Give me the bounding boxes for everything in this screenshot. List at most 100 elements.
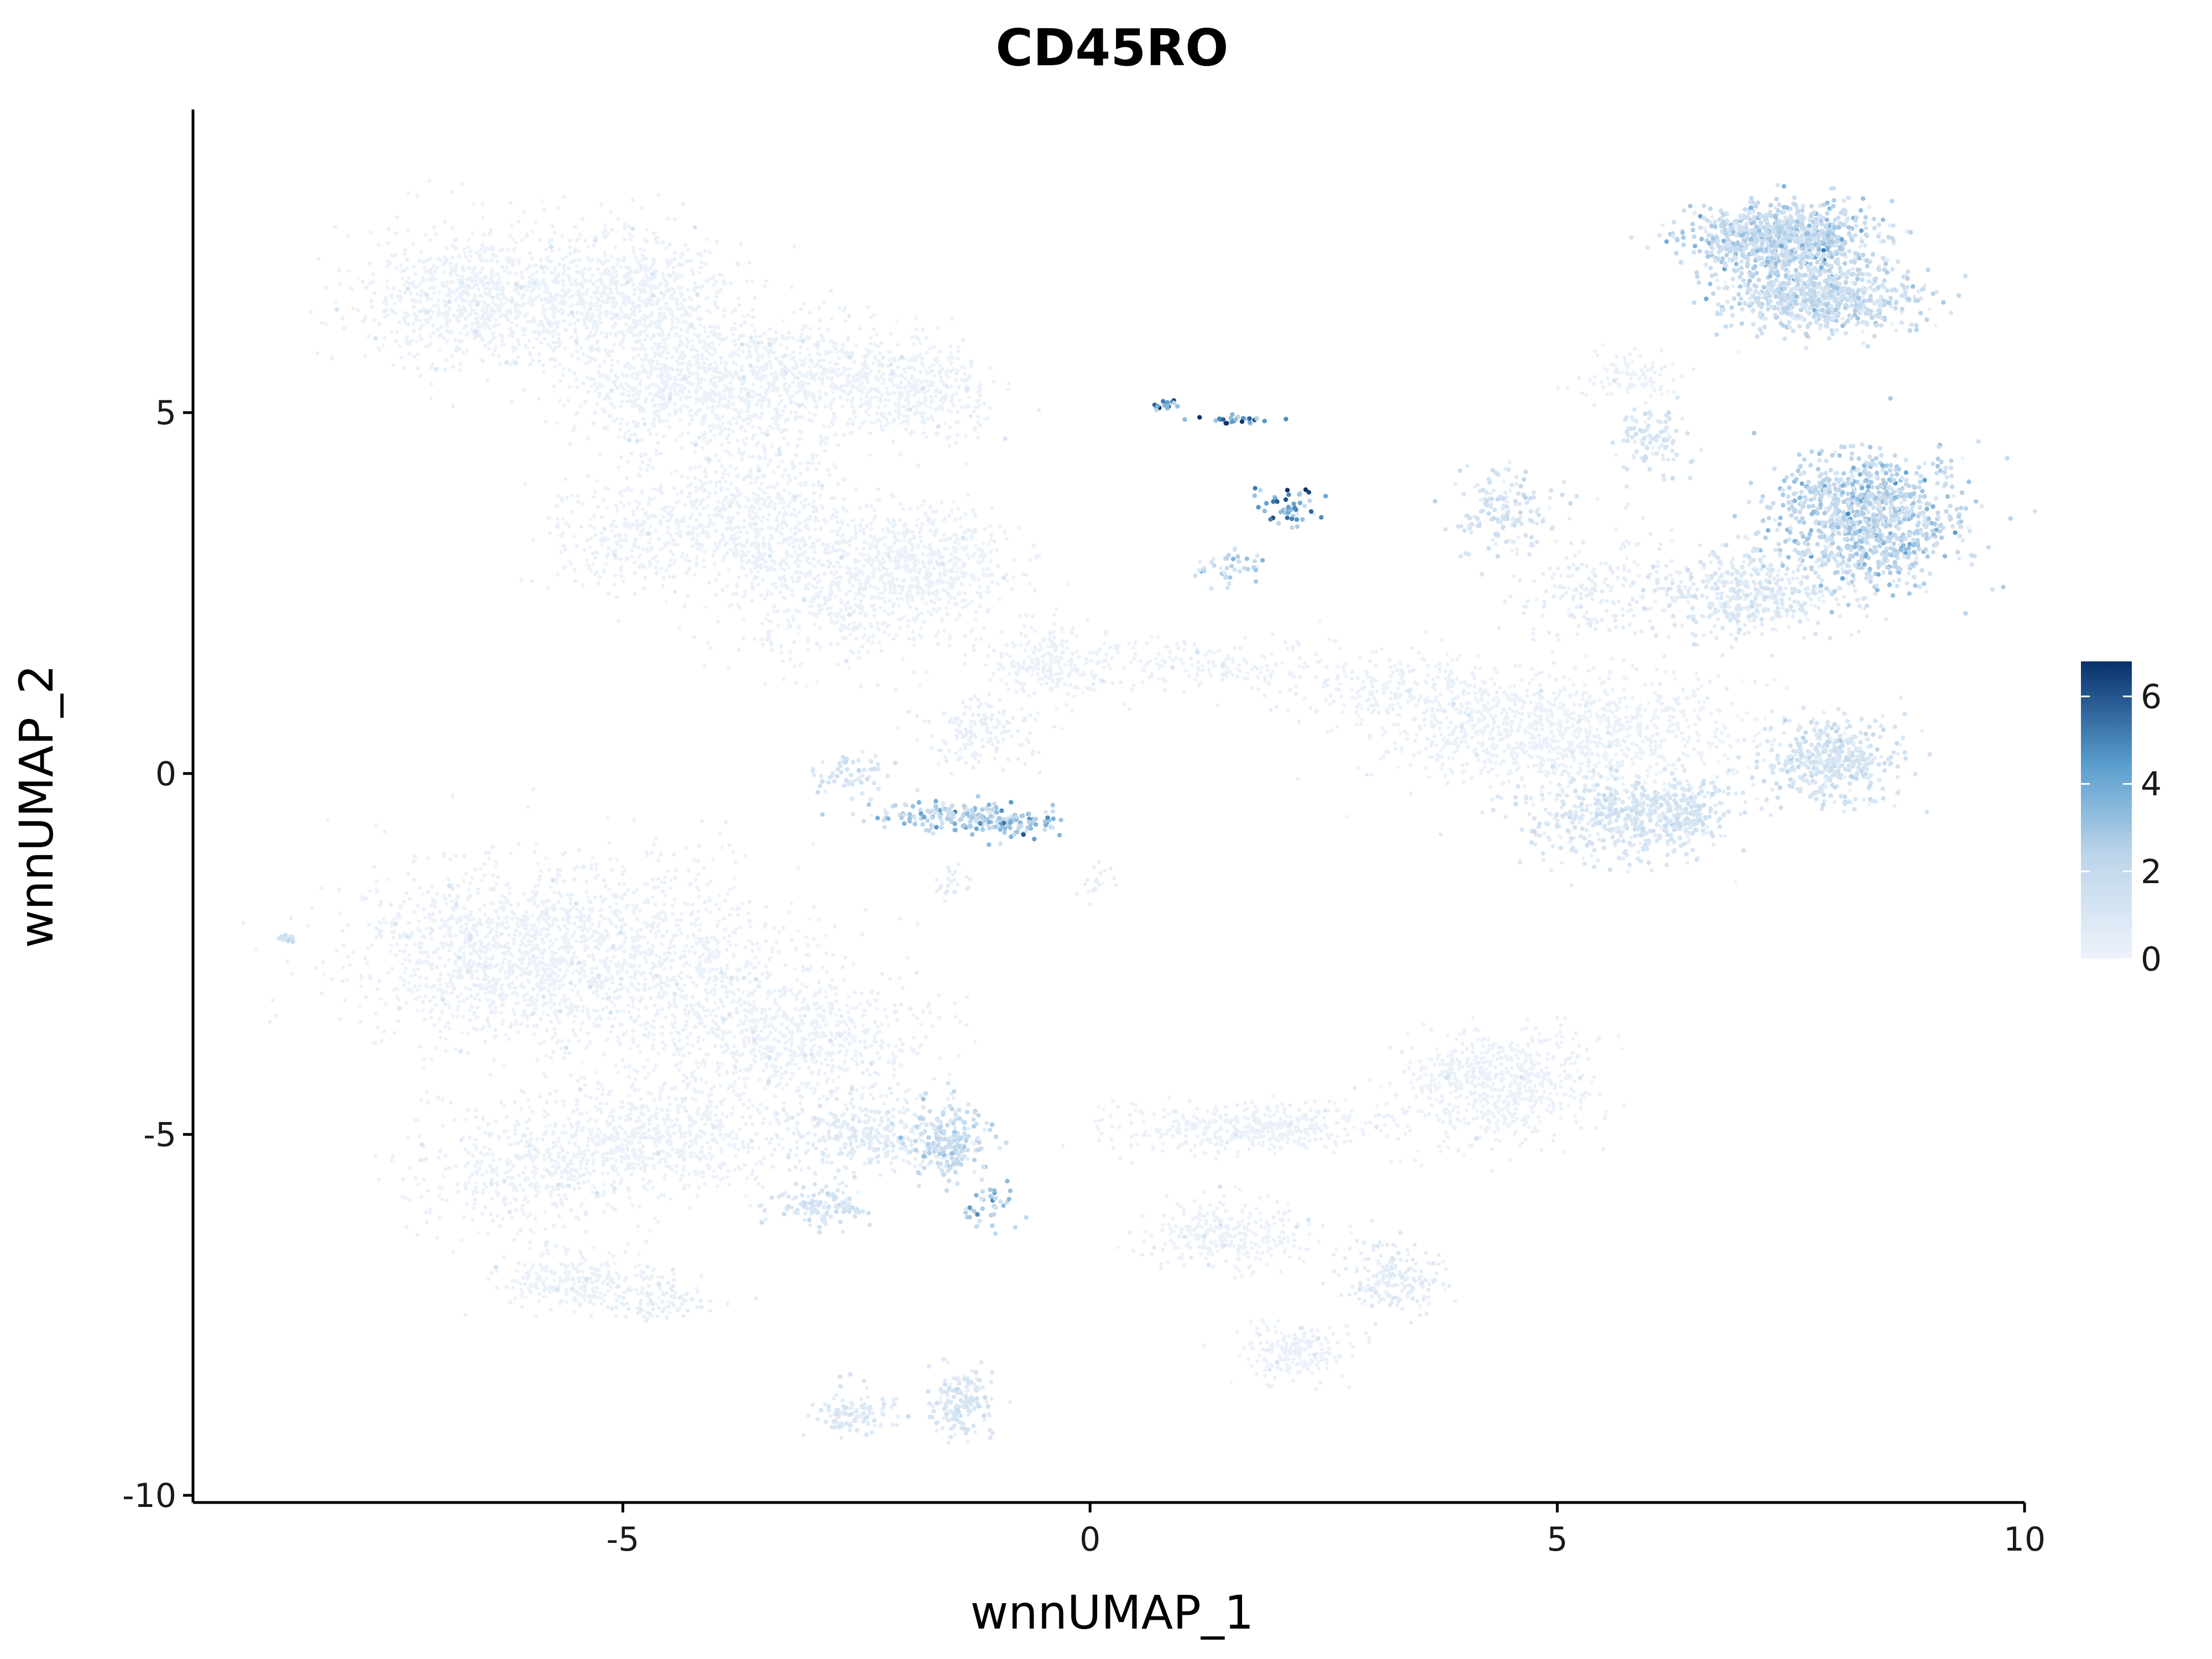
data-point xyxy=(737,303,742,307)
data-point xyxy=(952,499,956,504)
data-point xyxy=(681,305,686,309)
data-point xyxy=(780,399,784,403)
data-point xyxy=(817,461,821,465)
data-point xyxy=(614,595,619,599)
data-point xyxy=(376,243,381,247)
data-point xyxy=(787,491,791,496)
data-point xyxy=(383,336,387,341)
data-point xyxy=(522,301,526,306)
data-point xyxy=(640,279,644,284)
data-point xyxy=(859,397,863,401)
data-point xyxy=(506,281,510,285)
data-point xyxy=(536,397,541,401)
data-point xyxy=(654,383,658,387)
data-point xyxy=(878,419,882,424)
data-point xyxy=(838,597,843,602)
data-point xyxy=(604,309,608,314)
data-point xyxy=(719,288,723,293)
data-point xyxy=(763,364,767,369)
data-point xyxy=(639,370,644,374)
data-point xyxy=(694,486,698,490)
data-point xyxy=(431,323,435,328)
data-point xyxy=(711,367,715,371)
data-point xyxy=(847,589,852,593)
data-point xyxy=(562,271,566,275)
data-point xyxy=(684,243,688,247)
data-point xyxy=(698,478,702,483)
data-point xyxy=(924,336,928,340)
data-point xyxy=(378,348,382,353)
data-point xyxy=(900,597,904,601)
data-point xyxy=(652,231,656,236)
data-point xyxy=(836,642,840,646)
data-point xyxy=(750,581,754,586)
data-point xyxy=(596,346,601,351)
data-point xyxy=(915,518,920,522)
data-point xyxy=(765,486,770,491)
data-point xyxy=(517,258,521,263)
data-point xyxy=(618,557,622,561)
data-point xyxy=(598,452,602,457)
data-point xyxy=(828,586,832,591)
data-point xyxy=(479,316,484,321)
data-point xyxy=(845,398,849,402)
data-point xyxy=(978,393,983,398)
data-point xyxy=(747,350,752,354)
data-point xyxy=(823,596,828,600)
data-point xyxy=(717,432,722,436)
data-point xyxy=(840,384,844,388)
data-point xyxy=(727,520,732,525)
data-point xyxy=(641,416,645,421)
data-point xyxy=(1012,557,1016,562)
data-point xyxy=(892,583,896,587)
data-point xyxy=(723,479,728,484)
data-point xyxy=(911,643,916,648)
data-point xyxy=(891,524,895,528)
data-point xyxy=(537,294,541,298)
data-point xyxy=(699,499,704,504)
data-point xyxy=(528,295,533,299)
data-point xyxy=(622,435,627,440)
data-point xyxy=(873,538,878,543)
data-point xyxy=(717,325,721,330)
data-point xyxy=(784,346,789,351)
data-point xyxy=(878,578,883,582)
data-point xyxy=(549,259,553,264)
data-point xyxy=(442,304,447,308)
data-point xyxy=(888,558,893,563)
data-point xyxy=(616,533,620,538)
data-point xyxy=(778,562,782,567)
data-point xyxy=(649,358,653,362)
data-point xyxy=(671,265,676,270)
data-point xyxy=(834,515,838,519)
data-point xyxy=(862,546,866,551)
data-point xyxy=(776,540,781,545)
data-point xyxy=(639,206,644,210)
data-point xyxy=(531,230,535,234)
data-point xyxy=(680,356,685,361)
data-point xyxy=(745,561,749,565)
data-point xyxy=(588,524,592,529)
data-point xyxy=(842,625,847,629)
data-point xyxy=(922,620,927,624)
data-point xyxy=(756,341,760,345)
data-point xyxy=(776,623,780,628)
data-point xyxy=(633,592,637,596)
data-point xyxy=(618,500,623,505)
data-point xyxy=(682,519,686,524)
data-point xyxy=(655,344,659,348)
data-point xyxy=(573,327,577,332)
data-point xyxy=(468,249,472,254)
data-point xyxy=(739,544,744,548)
data-point xyxy=(672,251,677,255)
data-point xyxy=(697,340,702,345)
data-point xyxy=(717,572,721,576)
data-point xyxy=(659,483,663,488)
data-point xyxy=(665,306,670,311)
data-point xyxy=(829,406,833,411)
data-point xyxy=(694,362,698,367)
data-point xyxy=(555,421,559,425)
data-point xyxy=(873,342,877,346)
data-point xyxy=(563,289,567,294)
data-point xyxy=(422,278,427,283)
